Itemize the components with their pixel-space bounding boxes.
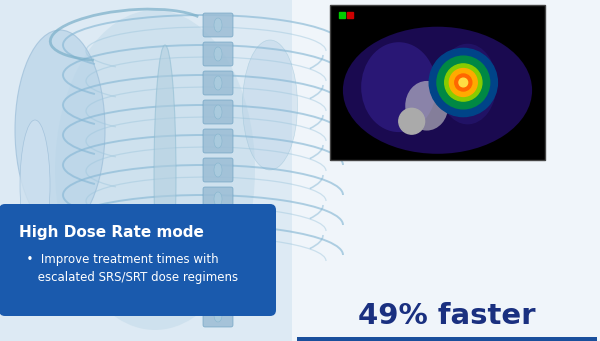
Ellipse shape xyxy=(55,10,255,330)
Circle shape xyxy=(437,56,490,109)
Text: 49% faster: 49% faster xyxy=(358,302,536,330)
Ellipse shape xyxy=(361,42,436,132)
Text: High Dose Rate mode: High Dose Rate mode xyxy=(19,224,204,239)
FancyBboxPatch shape xyxy=(203,158,233,182)
FancyBboxPatch shape xyxy=(203,13,233,37)
Ellipse shape xyxy=(214,134,222,148)
FancyBboxPatch shape xyxy=(203,216,233,240)
Circle shape xyxy=(459,78,467,87)
FancyBboxPatch shape xyxy=(203,71,233,95)
FancyBboxPatch shape xyxy=(203,42,233,66)
FancyBboxPatch shape xyxy=(203,100,233,124)
FancyBboxPatch shape xyxy=(203,187,233,211)
Circle shape xyxy=(455,74,472,91)
Ellipse shape xyxy=(214,250,222,264)
Ellipse shape xyxy=(214,47,222,61)
Ellipse shape xyxy=(214,163,222,177)
Ellipse shape xyxy=(405,81,448,131)
Ellipse shape xyxy=(214,105,222,119)
Circle shape xyxy=(445,64,482,101)
FancyBboxPatch shape xyxy=(203,129,233,153)
Ellipse shape xyxy=(214,221,222,235)
Ellipse shape xyxy=(214,192,222,206)
Ellipse shape xyxy=(154,45,176,305)
Ellipse shape xyxy=(439,44,497,124)
FancyBboxPatch shape xyxy=(203,303,233,327)
Ellipse shape xyxy=(20,120,50,250)
Ellipse shape xyxy=(214,308,222,322)
FancyBboxPatch shape xyxy=(292,0,600,341)
FancyBboxPatch shape xyxy=(0,204,276,316)
FancyBboxPatch shape xyxy=(203,245,233,269)
Circle shape xyxy=(429,48,497,117)
Ellipse shape xyxy=(343,27,532,154)
FancyBboxPatch shape xyxy=(203,274,233,298)
Ellipse shape xyxy=(242,40,298,170)
Ellipse shape xyxy=(214,279,222,293)
Circle shape xyxy=(449,69,477,97)
Text: •  Improve treatment times with: • Improve treatment times with xyxy=(19,253,218,267)
FancyBboxPatch shape xyxy=(297,337,597,341)
Ellipse shape xyxy=(214,18,222,32)
Circle shape xyxy=(399,108,425,134)
Ellipse shape xyxy=(214,76,222,90)
FancyBboxPatch shape xyxy=(330,5,545,160)
Text: escalated SRS/SRT dose regimens: escalated SRS/SRT dose regimens xyxy=(19,271,238,284)
Ellipse shape xyxy=(15,30,105,230)
